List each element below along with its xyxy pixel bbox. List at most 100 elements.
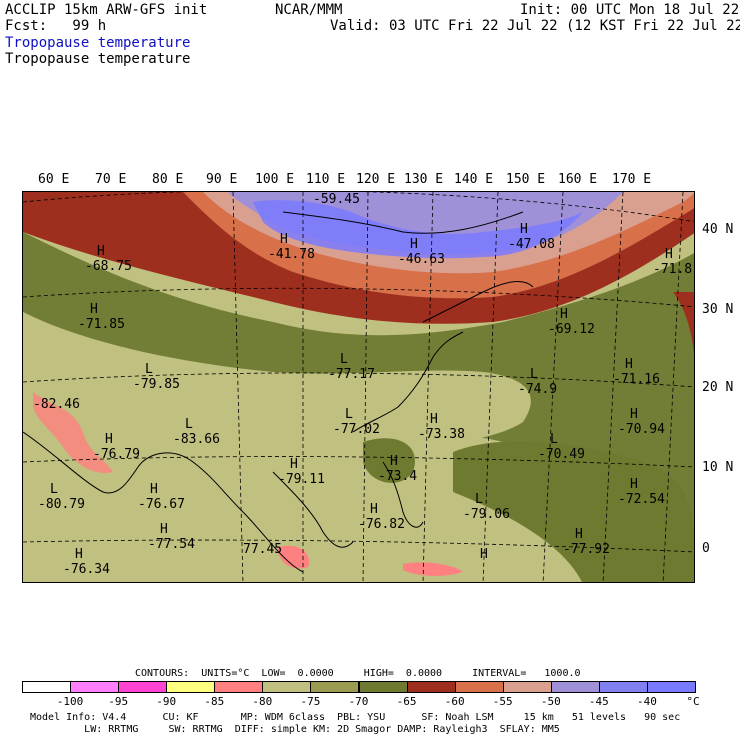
extremum-type: H	[75, 547, 83, 562]
extremum-label: L -80.79	[38, 482, 85, 512]
colorbar-tick-label: -60	[444, 695, 465, 708]
model-info-line2: LW: RRTMG SW: RRTMG DIFF: simple KM: 2D …	[30, 724, 560, 735]
extremum-type: H	[97, 244, 105, 259]
extremum-value: -77.54	[148, 537, 195, 552]
extremum-value: -41.78	[268, 247, 315, 262]
lat-label: 0	[702, 541, 710, 556]
extremum-type: H	[430, 412, 438, 427]
extremum-type: H	[90, 302, 98, 317]
extremum-label: -59.45	[313, 192, 360, 207]
lat-label: 20 N	[702, 380, 734, 395]
extremum-label: H -71.16	[613, 357, 660, 387]
extremum-type: H	[520, 222, 528, 237]
extremum-value: -71.16	[613, 372, 660, 387]
extremum-label: H -77.54	[148, 522, 195, 552]
lon-label: 150 E	[506, 172, 546, 187]
extremum-label: L -79.85	[133, 362, 180, 392]
colorbar-cell	[550, 681, 600, 693]
salmon-india	[33, 392, 113, 473]
extremum-type: H	[150, 482, 158, 497]
extremum-value: -77.02	[333, 422, 380, 437]
colorbar-tick-label: -75	[300, 695, 321, 708]
extremum-label: H	[468, 547, 488, 562]
coastlines	[23, 211, 534, 573]
lon-label: 100 E	[255, 172, 295, 187]
colorbar-cell	[166, 681, 216, 693]
extremum-type: H	[160, 522, 168, 537]
extremum-value: -73.38	[418, 427, 465, 442]
extremum-label: -82.46	[33, 397, 80, 412]
colorbar-cell	[118, 681, 168, 693]
extremum-label: L -77.02	[333, 407, 380, 437]
colorbar-tick-label: -55	[492, 695, 513, 708]
extremum-label: H -70.94	[618, 407, 665, 437]
extremum-type: H	[280, 232, 288, 247]
extremum-type: L	[185, 417, 193, 432]
extremum-label: 77.45	[243, 542, 282, 557]
extremum-label: L -70.49	[538, 432, 585, 462]
colorbar-tick-label: -45	[588, 695, 609, 708]
extremum-value: -76.82	[358, 517, 405, 532]
extremum-label: H -71.85	[78, 302, 125, 332]
colorbar-tick-label: -90	[156, 695, 177, 708]
extremum-value: -76.79	[93, 447, 140, 462]
colorbar-cell	[70, 681, 120, 693]
extremum-label: H -71.8	[653, 247, 692, 277]
extremum-value: -73.4	[378, 469, 418, 484]
colorbar-tick-label: -50	[540, 695, 561, 708]
lon-label: 80 E	[152, 172, 184, 187]
extremum-type: H	[560, 307, 568, 322]
extremum-type: H	[625, 357, 633, 372]
colorbar-cell	[598, 681, 648, 693]
extremum-value: -70.94	[618, 422, 665, 437]
extremum-label: L -83.66	[173, 417, 220, 447]
extremum-type: H	[665, 247, 673, 262]
extremum-type: L	[145, 362, 153, 377]
extremum-label: H -72.54	[618, 477, 665, 507]
colorbar-cell	[454, 681, 504, 693]
extremum-label: H -73.4	[378, 454, 417, 484]
extremum-label: H -47.08	[508, 222, 555, 252]
salmon-patch-2	[403, 562, 463, 576]
extremum-type: L	[475, 492, 483, 507]
colorbar-tick-label: -70	[348, 695, 369, 708]
extrema-layer: H -68.75 H -71.85 L -79.85 -82.46 H -76.79 L -83.6…	[23, 192, 694, 582]
extremum-value: -71.85	[78, 317, 125, 332]
lon-label: 160 E	[558, 172, 598, 187]
field-title-shaded: Tropopause temperature	[5, 35, 191, 51]
extremum-type: H	[630, 407, 638, 422]
extremum-value: -80.79	[38, 497, 85, 512]
init-time: Init: 00 UTC Mon 18 Jul 22	[520, 2, 740, 18]
extremum-value: -83.66	[173, 432, 220, 447]
lat-label: 10 N	[702, 460, 734, 475]
lon-label: 70 E	[95, 172, 127, 187]
extremum-value: -69.12	[548, 322, 595, 337]
colorbar-tick-label: -85	[204, 695, 225, 708]
extremum-label: H -68.75	[85, 244, 132, 274]
lon-label: 110 E	[306, 172, 346, 187]
colorbar-tick-label: °C	[686, 695, 700, 708]
extremum-type: H	[390, 454, 398, 469]
extremum-type: H	[105, 432, 113, 447]
colorbar-tick-label: -40	[636, 695, 657, 708]
extremum-value: -82.46	[33, 397, 80, 412]
extremum-value: -46.63	[398, 252, 445, 267]
extremum-label: H -79.11	[278, 457, 325, 487]
extremum-value: -77.92	[563, 542, 610, 557]
extremum-type: L	[345, 407, 353, 422]
field-title: Tropopause temperature	[5, 51, 191, 67]
lon-label: 60 E	[38, 172, 70, 187]
extremum-value: -71.8	[653, 262, 693, 277]
organization: NCAR/MMM	[275, 2, 343, 18]
model-info-line1: Model Info: V4.4 CU: KF MP: WDM 6class P…	[30, 712, 681, 723]
extremum-label: H -76.82	[358, 502, 405, 532]
colorbar-tick-label: -65	[396, 695, 417, 708]
salmon-patch	[278, 545, 309, 569]
colorbar-cell	[502, 681, 552, 693]
lat-label: 40 N	[702, 222, 734, 237]
extremum-type: L	[50, 482, 58, 497]
extremum-value: -59.45	[313, 192, 360, 207]
colorbar-cell	[646, 681, 696, 693]
extremum-value: -76.34	[63, 562, 110, 577]
extremum-label: L -77.17	[328, 352, 375, 382]
